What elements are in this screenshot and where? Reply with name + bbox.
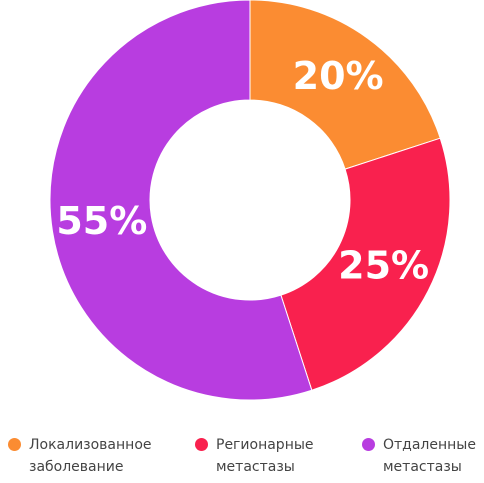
value-label: 55% (56, 199, 147, 243)
donut-slice (249, 0, 441, 170)
value-label: 25% (338, 244, 429, 288)
legend-label: Регионарные метастазы (216, 437, 314, 475)
legend-marker (362, 438, 375, 451)
legend-item: Локализованное заболевание (8, 434, 179, 478)
donut-slice (280, 137, 451, 391)
legend-item: Отдаленные метастазы (362, 434, 484, 478)
legend-marker (195, 438, 208, 451)
donut-plot: 20% 25% 55% (49, 0, 451, 401)
donut-slice (49, 0, 313, 401)
legend-label: Отдаленные метастазы (383, 437, 476, 475)
legend-item: Регионарные метастазы (195, 434, 346, 478)
value-label: 20% (293, 54, 384, 98)
legend-marker (8, 438, 21, 451)
legend-label: Локализованное заболевание (29, 437, 152, 475)
